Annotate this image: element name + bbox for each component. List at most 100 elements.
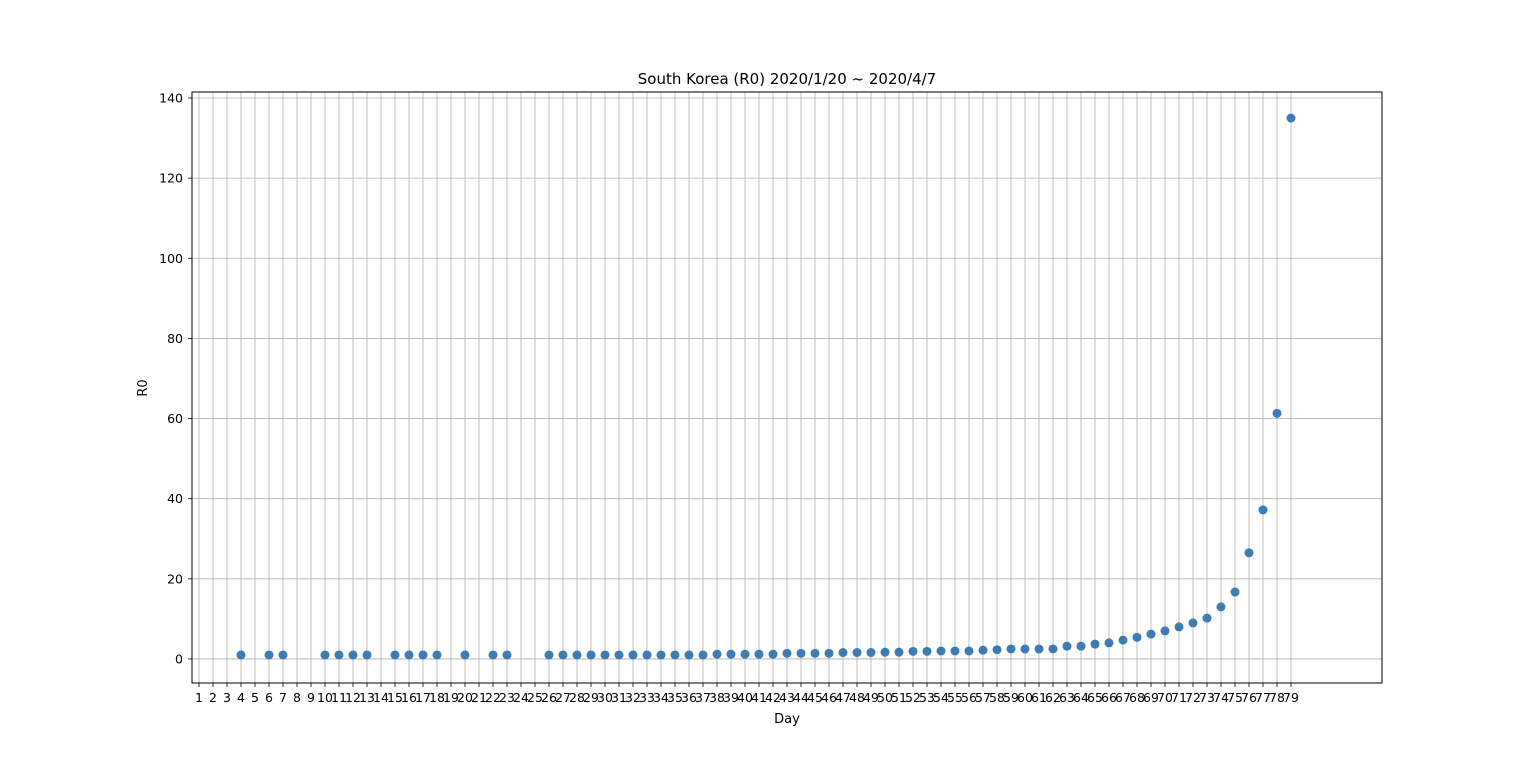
x-tick-label: 20 [457, 690, 473, 705]
data-point [908, 646, 918, 656]
x-tick-label: 21 [471, 690, 487, 705]
data-point [1104, 638, 1114, 648]
grid-lines [192, 92, 1382, 683]
x-tick-label: 48 [849, 690, 865, 705]
data-point [1258, 505, 1268, 515]
data-point [684, 650, 694, 660]
data-point [936, 646, 946, 656]
x-tick-label: 74 [1213, 690, 1229, 705]
x-tick-label: 54 [933, 690, 949, 705]
data-point [740, 649, 750, 659]
data-point [1090, 639, 1100, 649]
data-point [488, 650, 498, 660]
x-axis: 1 2 3 4 5 6 7 8 9 1011121314151617181920212223242… [195, 683, 1299, 705]
x-tick-label: 68 [1129, 690, 1145, 705]
x-tick-label: 3 [223, 690, 231, 705]
data-point [1020, 644, 1030, 654]
x-tick-label: 44 [793, 690, 809, 705]
data-point [390, 650, 400, 660]
data-point [642, 650, 652, 660]
x-tick-label: 16 [401, 690, 417, 705]
x-tick-label: 11 [331, 690, 347, 705]
data-point [866, 648, 876, 658]
x-tick-label: 18 [429, 690, 445, 705]
x-tick-label: 51 [891, 690, 907, 705]
data-point [558, 650, 568, 660]
x-tick-label: 55 [947, 690, 963, 705]
data-point [698, 650, 708, 660]
x-tick-label: 64 [1073, 690, 1089, 705]
data-point [656, 650, 666, 660]
x-tick-label: 59 [1003, 690, 1019, 705]
data-point [726, 649, 736, 659]
x-tick-label: 63 [1059, 690, 1075, 705]
x-tick-label: 47 [835, 690, 851, 705]
data-point [670, 650, 680, 660]
data-point [824, 648, 834, 658]
x-tick-label: 76 [1241, 690, 1257, 705]
y-axis-label: R0 [136, 379, 151, 396]
x-tick-label: 31 [611, 690, 627, 705]
data-point [1062, 641, 1072, 651]
data-point [922, 646, 932, 656]
y-tick-label: 100 [159, 251, 183, 266]
data-point [992, 645, 1002, 655]
data-point [1146, 629, 1156, 639]
data-point [460, 650, 470, 660]
x-tick-label: 61 [1031, 690, 1047, 705]
x-tick-label: 23 [499, 690, 515, 705]
data-point [586, 650, 596, 660]
data-point [852, 648, 862, 658]
data-point [894, 647, 904, 657]
data-point [614, 650, 624, 660]
data-point [236, 650, 246, 660]
x-tick-label: 4 [237, 690, 245, 705]
x-tick-label: 13 [359, 690, 375, 705]
x-tick-label: 49 [863, 690, 879, 705]
x-tick-label: 1 [195, 690, 203, 705]
data-point [1202, 613, 1212, 623]
data-point [418, 650, 428, 660]
x-tick-label: 26 [541, 690, 557, 705]
x-tick-label: 70 [1157, 690, 1173, 705]
data-point [1160, 626, 1170, 636]
x-tick-label: 41 [751, 690, 767, 705]
data-point [278, 650, 288, 660]
y-tick-label: 60 [167, 411, 183, 426]
data-point [502, 650, 512, 660]
data-point [544, 650, 554, 660]
x-tick-label: 32 [625, 690, 641, 705]
x-tick-label: 17 [415, 690, 431, 705]
x-tick-label: 72 [1185, 690, 1201, 705]
data-point [1006, 644, 1016, 654]
x-tick-label: 15 [387, 690, 403, 705]
x-tick-label: 36 [681, 690, 697, 705]
data-point [796, 648, 806, 658]
x-tick-label: 52 [905, 690, 921, 705]
data-point [628, 650, 638, 660]
x-tick-label: 78 [1269, 690, 1285, 705]
data-point [880, 647, 890, 657]
data-point [362, 650, 372, 660]
data-point [264, 650, 274, 660]
data-point [1286, 113, 1296, 123]
x-tick-label: 43 [779, 690, 795, 705]
data-point [1048, 644, 1058, 654]
x-tick-label: 10 [317, 690, 333, 705]
x-tick-label: 69 [1143, 690, 1159, 705]
y-tick-label: 140 [159, 91, 183, 106]
data-point [1216, 602, 1226, 612]
x-tick-label: 35 [667, 690, 683, 705]
x-tick-label: 71 [1171, 690, 1187, 705]
y-tick-label: 120 [159, 171, 183, 186]
x-tick-label: 58 [989, 690, 1005, 705]
data-point [320, 650, 330, 660]
x-tick-label: 27 [555, 690, 571, 705]
data-point [754, 649, 764, 659]
data-point [432, 650, 442, 660]
x-tick-label: 75 [1227, 690, 1243, 705]
y-tick-label: 0 [175, 651, 183, 666]
x-tick-label: 28 [569, 690, 585, 705]
